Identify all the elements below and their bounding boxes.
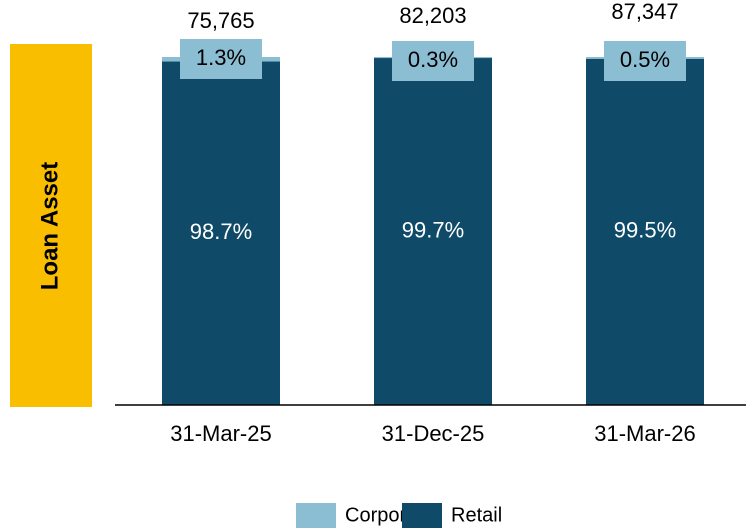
data-label: 99.7% [402, 217, 464, 242]
data-label: 98.7% [190, 219, 252, 244]
data-label: 99.5% [614, 218, 676, 243]
data-label-box [392, 41, 474, 81]
bar-segment [374, 58, 492, 405]
total-label: 75,765 [187, 8, 254, 33]
data-label-box [604, 41, 686, 81]
bar-segment [586, 58, 704, 406]
y-label-box [10, 44, 92, 407]
y-axis-label: Loan Asset [36, 162, 63, 290]
total-label: 82,203 [399, 3, 466, 28]
data-label-box [180, 39, 262, 79]
data-label: 1.3% [196, 45, 246, 70]
total-label: 87,347 [611, 0, 678, 24]
legend-label: Retail [451, 504, 502, 526]
x-tick-label: 31-Dec-25 [382, 421, 485, 446]
data-label: 0.5% [620, 47, 670, 72]
legend-swatch [296, 503, 336, 528]
data-label: 0.3% [408, 47, 458, 72]
bar-segment [162, 61, 280, 406]
x-tick-label: 31-Mar-26 [594, 421, 695, 446]
legend-swatch [402, 503, 442, 528]
x-tick-label: 31-Mar-25 [170, 421, 271, 446]
